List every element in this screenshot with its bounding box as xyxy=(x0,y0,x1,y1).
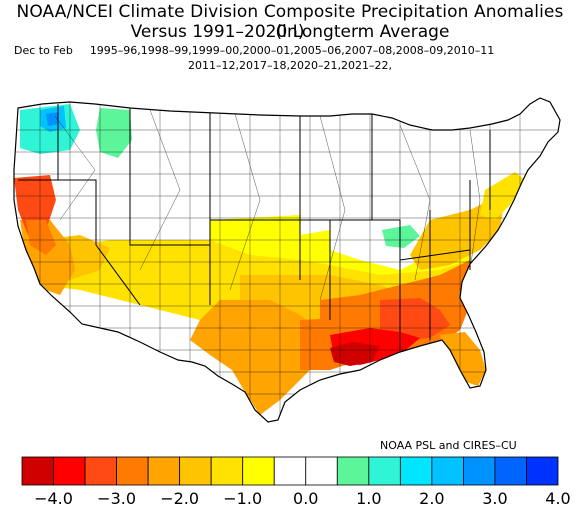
legend-swatch xyxy=(53,456,86,486)
precipitation-map xyxy=(13,97,561,423)
credit-text: NOAA PSL and CIRES–CU xyxy=(380,439,517,452)
legend-swatch xyxy=(84,456,117,486)
legend-tick-label: 3.0 xyxy=(482,489,507,508)
region-ohio-valley-wet xyxy=(382,225,420,248)
legend-swatch xyxy=(116,456,149,486)
legend-tick-label: 0.0 xyxy=(293,489,318,508)
legend-tick-label: 1.0 xyxy=(356,489,381,508)
legend-tick-label: −1.0 xyxy=(223,489,262,508)
region-louisiana-center xyxy=(330,342,380,366)
region-texas xyxy=(190,300,320,415)
legend-swatch xyxy=(336,456,370,486)
state-borders xyxy=(18,104,491,350)
years-list-1: 1995–96,1998–99,1999–00,2000–01,2005–06,… xyxy=(89,44,495,57)
region-florida xyxy=(440,332,486,386)
map-subtitle: Versus 1991–2020 Longterm Average xyxy=(130,22,450,42)
years-list-2: 2011–12,2017–18,2020–21,2021–22, xyxy=(188,59,392,72)
region-eastern-washington xyxy=(96,108,132,158)
legend-swatch xyxy=(494,456,527,486)
legend-tick-label: −4.0 xyxy=(34,489,73,508)
season-label: Dec to Feb xyxy=(14,44,73,57)
legend-swatch xyxy=(399,456,433,486)
map-title: NOAA/NCEI Climate Division Composite Pre… xyxy=(16,2,564,42)
legend-swatch xyxy=(21,456,54,486)
legend-swatch xyxy=(210,456,244,486)
legend-swatch xyxy=(242,456,275,486)
legend-tick-label: −2.0 xyxy=(160,489,199,508)
legend-swatch xyxy=(526,456,559,486)
region-georgia-core xyxy=(380,298,450,340)
region-california-coast xyxy=(26,220,56,255)
legend-swatch xyxy=(463,456,496,486)
legend-tick-label: −3.0 xyxy=(97,489,136,508)
legend-tick-label: 4.0 xyxy=(545,489,570,508)
legend-swatch xyxy=(305,456,338,486)
season-years-line: Dec to Feb 1995–96,1998–99,1999–00,2000–… xyxy=(14,44,574,57)
legend-tick-label: 2.0 xyxy=(419,489,444,508)
legend-swatch xyxy=(147,456,181,486)
legend-swatch xyxy=(273,456,307,486)
color-legend: −4.0 −3.0 −2.0 −1.0 0.0 1.0 2.0 3.0 4.0 xyxy=(21,456,571,508)
legend-swatch xyxy=(368,456,401,486)
legend-swatch xyxy=(179,456,212,486)
legend-swatch xyxy=(431,456,464,486)
region-olympic-peninsula xyxy=(46,112,58,126)
